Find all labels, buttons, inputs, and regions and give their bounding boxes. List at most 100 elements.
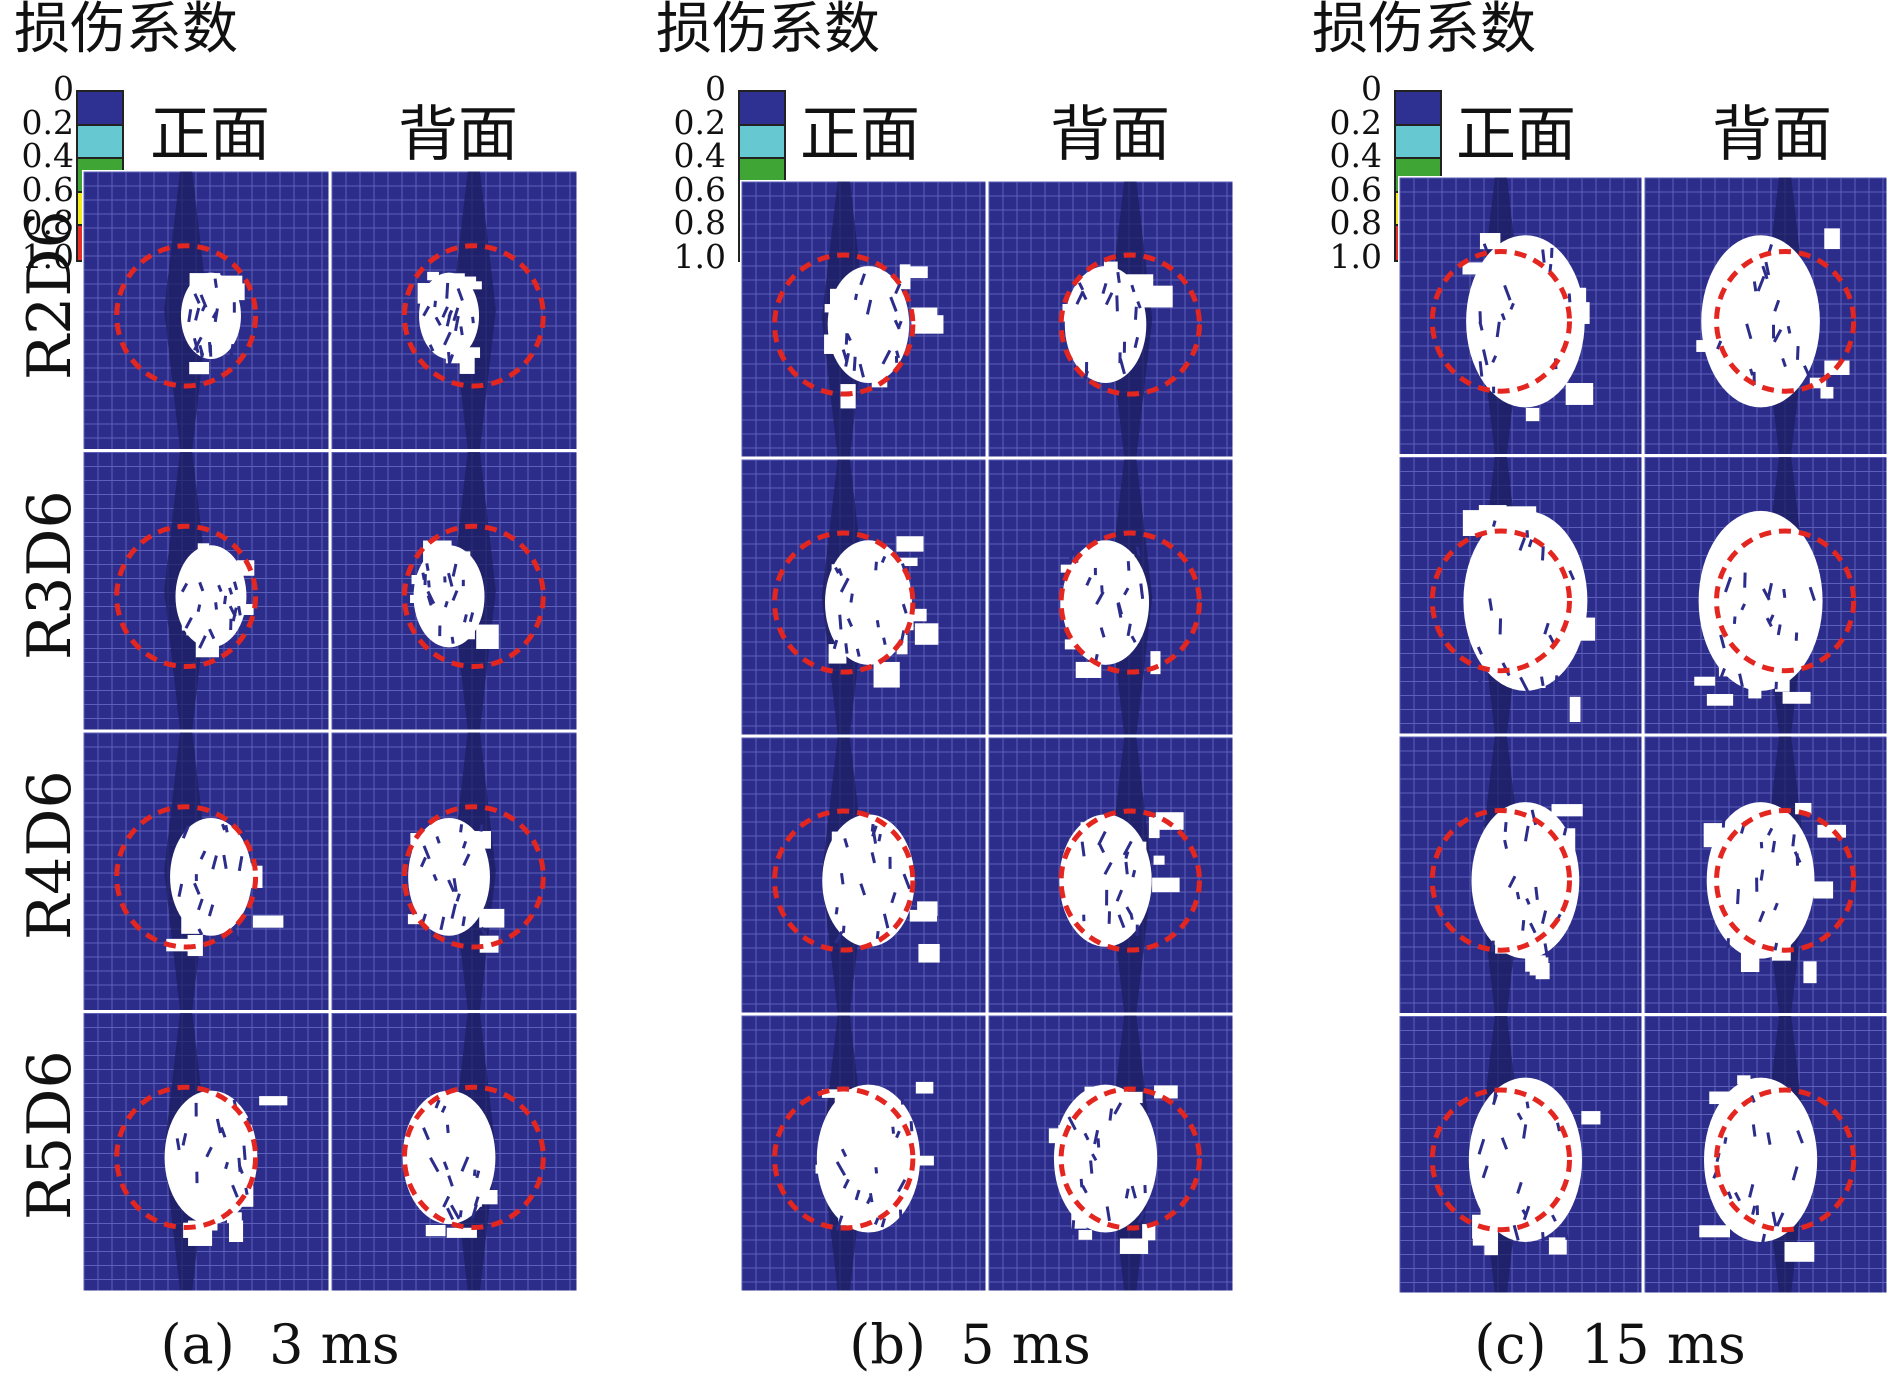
damage-fragment <box>204 902 232 913</box>
crack-mark <box>1491 355 1498 363</box>
crack-mark <box>213 278 218 288</box>
crack-mark <box>1529 922 1537 934</box>
damage-fragment <box>1548 1237 1567 1255</box>
damage-fragment <box>1119 1238 1149 1254</box>
crack-mark <box>471 316 475 324</box>
legend-label: 1.0 <box>1329 236 1382 276</box>
crack-mark <box>1124 861 1129 875</box>
crack-mark <box>439 916 446 931</box>
crack-mark <box>419 856 427 868</box>
crack-mark <box>455 893 461 902</box>
mesh-cell <box>986 1013 1234 1292</box>
damage-fragment <box>1527 884 1559 911</box>
crack-mark <box>1525 1101 1530 1109</box>
boundary-circle <box>1058 252 1202 397</box>
crack-mark <box>1765 617 1773 628</box>
mesh-cell <box>1398 734 1644 1015</box>
crack-mark <box>177 883 184 898</box>
crack-mark <box>426 595 433 606</box>
crack-mark <box>1719 634 1726 649</box>
crack-mark <box>452 878 458 892</box>
legend-label: 1.0 <box>673 236 726 276</box>
damage-fragment <box>1803 961 1817 984</box>
crack-mark <box>1492 386 1496 394</box>
crack-mark <box>839 577 850 593</box>
damage-fragment <box>197 543 210 565</box>
crack-mark <box>244 1187 249 1195</box>
crack-mark <box>845 333 852 342</box>
crack-mark <box>221 823 226 831</box>
front-side-label: 正面 <box>800 100 920 170</box>
crack-mark <box>217 584 223 593</box>
crack-mark <box>447 353 455 367</box>
crack-mark <box>853 293 859 301</box>
crack-mark <box>898 1209 903 1223</box>
crack-mark <box>1135 546 1141 557</box>
damage-fragment <box>1550 576 1564 591</box>
damage-fragment <box>1085 283 1114 297</box>
crack-mark <box>835 1215 844 1231</box>
damage-fragment <box>423 540 452 567</box>
crack-mark <box>446 1207 455 1221</box>
crack-mark <box>1715 1152 1721 1163</box>
legend-label: 0.6 <box>673 169 726 209</box>
crack-mark <box>1724 576 1733 593</box>
crack-mark <box>1562 827 1568 836</box>
crack-mark <box>242 1145 247 1160</box>
damage-fragment <box>259 1096 288 1106</box>
crack-mark <box>1518 537 1526 551</box>
crack-mark <box>1795 853 1800 866</box>
boundary-circle <box>772 530 916 675</box>
crack-mark <box>1791 834 1796 847</box>
damage-fragment <box>443 615 475 640</box>
damage-fragment <box>1535 962 1550 980</box>
crack-mark <box>844 643 849 654</box>
damage-fragment <box>1824 228 1840 250</box>
damage-fragment <box>1075 661 1102 678</box>
crack-mark <box>1519 676 1530 692</box>
crack-mark <box>837 568 843 577</box>
crack-mark <box>1794 632 1799 641</box>
legend-label: 1.0 <box>21 236 74 276</box>
damage-fragment <box>1142 285 1173 308</box>
mesh-cell <box>740 457 988 737</box>
crack-mark <box>891 1126 896 1134</box>
damage-fragment <box>1740 951 1760 973</box>
crack-mark <box>195 1171 199 1184</box>
crack-mark <box>1495 321 1501 338</box>
legend-label: 0 <box>1361 69 1382 108</box>
damage-fragment <box>422 1163 448 1182</box>
damage-fragment <box>461 1104 472 1117</box>
crack-mark <box>461 579 465 587</box>
damage-fragment <box>1125 593 1142 603</box>
damage-fragment <box>436 844 452 856</box>
crack-mark <box>207 904 215 917</box>
crack-mark <box>423 574 427 586</box>
damage-fragment <box>828 644 847 664</box>
damage-fragment <box>1774 677 1790 692</box>
damage-fragment <box>1104 574 1116 595</box>
crack-mark <box>181 825 190 839</box>
damage-fragment <box>1142 1224 1156 1241</box>
crack-mark <box>1478 667 1482 684</box>
damage-fragment <box>1536 1160 1550 1185</box>
legend-swatch <box>740 125 784 159</box>
damage-fragment <box>1813 881 1834 899</box>
crack-mark <box>445 1124 450 1134</box>
damage-fragment <box>824 304 850 313</box>
legend-label: 0.8 <box>21 203 74 242</box>
crack-mark <box>909 1121 914 1132</box>
damage-fragment <box>1150 651 1161 675</box>
damage-fragment <box>457 276 477 287</box>
damage-fragment <box>451 1116 464 1141</box>
damage-fragment <box>852 865 876 880</box>
crack-mark <box>1115 889 1124 902</box>
crack-mark <box>1108 1108 1113 1121</box>
crack-mark <box>428 344 435 352</box>
crack-mark <box>459 326 464 336</box>
crack-mark <box>445 282 450 299</box>
crack-mark <box>1130 635 1137 643</box>
crack-mark <box>184 616 193 629</box>
legend-label: 0.2 <box>21 102 74 142</box>
crack-mark <box>434 316 442 327</box>
